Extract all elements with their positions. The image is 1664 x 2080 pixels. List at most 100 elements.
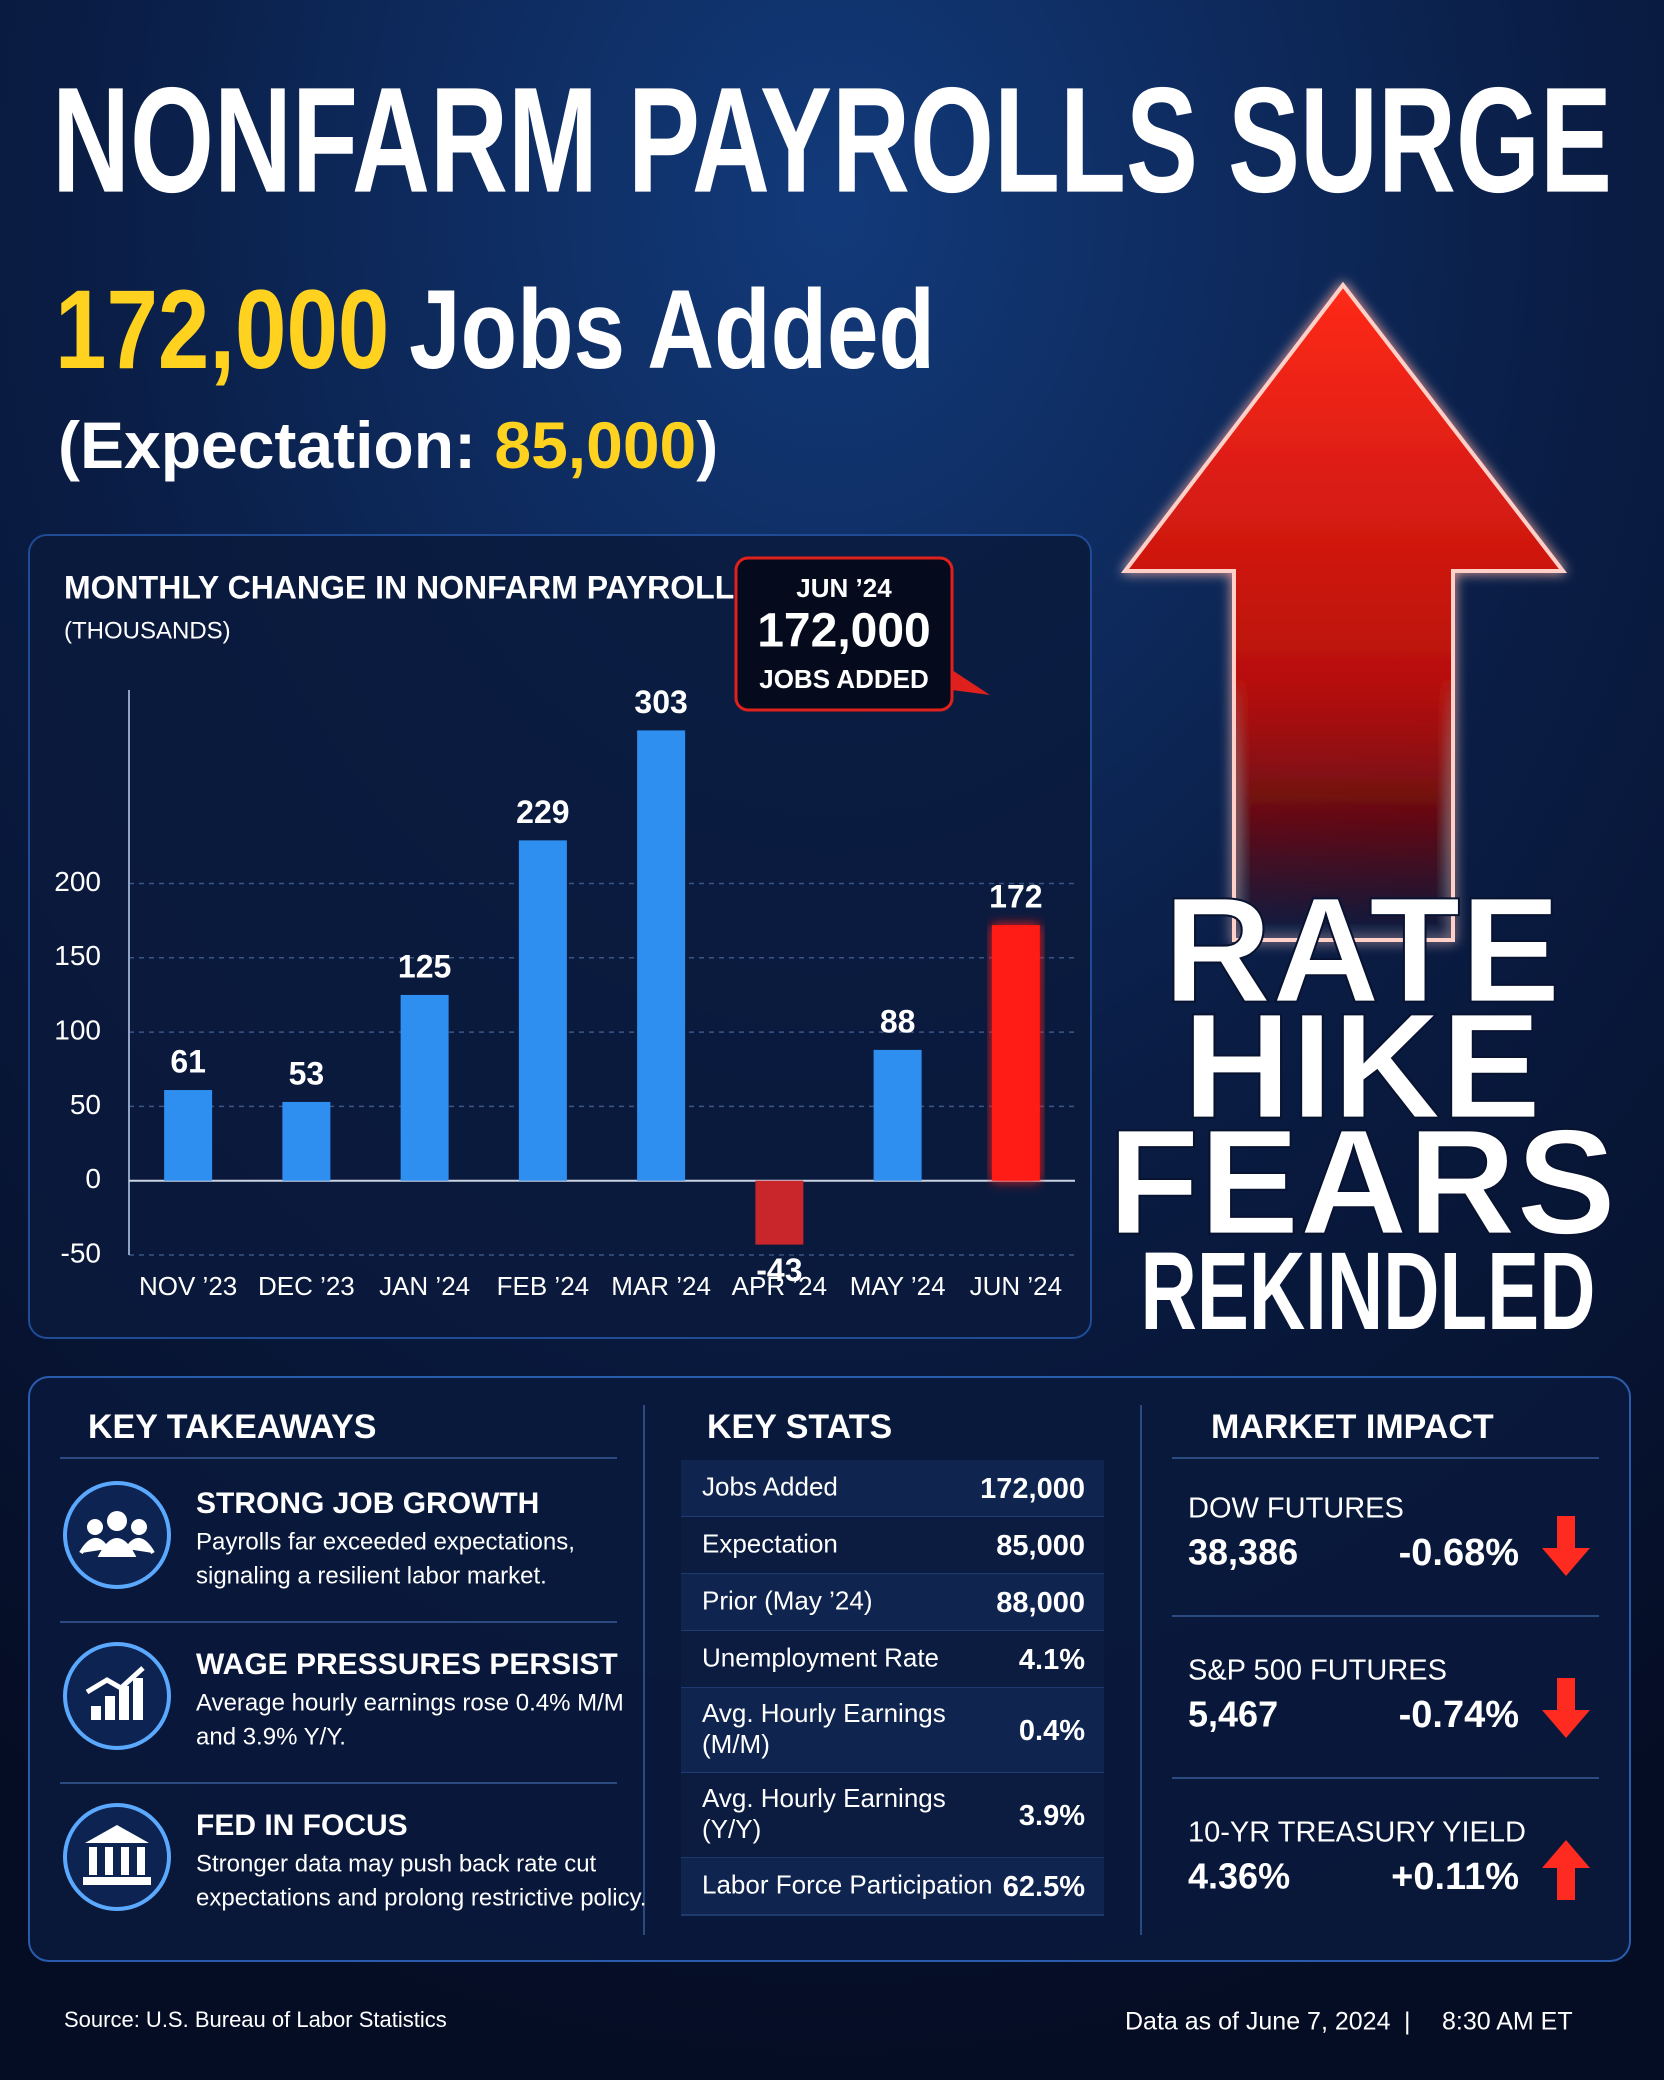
- bar: [873, 1049, 922, 1181]
- x-tick-label: MAR ’24: [611, 1271, 711, 1301]
- stat-row: [681, 1858, 1104, 1915]
- stat-row: [681, 1773, 1104, 1858]
- bar: [400, 994, 449, 1181]
- y-tick-label: 50: [70, 1089, 101, 1120]
- stat-row: [681, 1688, 1104, 1773]
- chart: -50 0 50 100 150 200 NOV ’23 61 DEC ’23 53 JAN ’24…: [54, 556, 1075, 1301]
- data-label: 229: [516, 794, 569, 830]
- takeaway-text: signaling a resilient labor market.: [196, 1562, 547, 1589]
- x-tick-label: MAY ’24: [850, 1271, 946, 1301]
- stat-value: 0.4%: [1019, 1715, 1085, 1747]
- icon-shape: [105, 1696, 115, 1720]
- callout-line: HIKE: [1183, 982, 1541, 1150]
- data-label: -43: [756, 1252, 802, 1288]
- icon-shape: [107, 1511, 127, 1531]
- takeaway-text: Average hourly earnings rose 0.4% M/M: [196, 1689, 624, 1716]
- section-title: MARKET IMPACT: [1211, 1408, 1494, 1446]
- market-arrow: [1542, 1840, 1590, 1900]
- takeaway-text: Payrolls far exceeded expectations,: [196, 1528, 575, 1555]
- x-tick-label: JUN ’24: [970, 1271, 1062, 1301]
- stat-value: 4.1%: [1019, 1644, 1085, 1676]
- bar: [991, 925, 1040, 1181]
- x-tick-label: DEC ’23: [258, 1271, 355, 1301]
- stat-value: 172,000: [980, 1473, 1085, 1505]
- y-tick-label: 100: [54, 1014, 101, 1045]
- takeaway-title: STRONG JOB GROWTH: [196, 1487, 539, 1520]
- headline-text: Jobs Added: [409, 267, 935, 392]
- x-tick-label: APR ’24: [732, 1271, 827, 1301]
- market-name: DOW FUTURES: [1188, 1493, 1404, 1525]
- annotation-value: 172,000: [757, 605, 931, 658]
- bar: [282, 1101, 331, 1181]
- y-tick-label: 200: [54, 866, 101, 897]
- icon-shape: [87, 1519, 103, 1535]
- headline: 172,000Jobs Added: [55, 267, 935, 392]
- expectation-value: 85,000: [494, 408, 696, 482]
- bar: [518, 840, 567, 1181]
- section-title: KEY STATS: [707, 1408, 892, 1446]
- market-level: 38,386: [1188, 1532, 1298, 1573]
- takeaway-text: expectations and prolong restrictive pol…: [196, 1884, 646, 1911]
- icon-shape: [79, 1538, 155, 1557]
- market-change: -0.74%: [1399, 1694, 1519, 1736]
- market-name: S&P 500 FUTURES: [1188, 1655, 1447, 1687]
- time: 8:30 AM ET: [1442, 2008, 1573, 2036]
- market-level: 5,467: [1188, 1694, 1278, 1735]
- stat-row: [681, 1517, 1104, 1574]
- stat-label: (M/M): [702, 1729, 770, 1759]
- x-tick-label: FEB ’24: [497, 1271, 590, 1301]
- chart-subtitle: (THOUSANDS): [64, 617, 231, 644]
- icon-circle: [63, 1481, 171, 1589]
- stat-value: 85,000: [996, 1530, 1085, 1562]
- stat-row: [681, 1574, 1104, 1631]
- data-label: 125: [398, 948, 451, 984]
- icon-shape: [89, 1847, 97, 1875]
- stat-value: 3.9%: [1019, 1800, 1085, 1832]
- takeaway-text: and 3.9% Y/Y.: [196, 1723, 346, 1750]
- market-name: 10-YR TREASURY YIELD: [1188, 1817, 1526, 1849]
- stat-value: 62.5%: [1003, 1871, 1085, 1903]
- icon-shape: [119, 1686, 129, 1720]
- annotation-pointer: [952, 670, 990, 695]
- expectation: (Expectation: 85,000): [58, 408, 718, 482]
- source: Source: U.S. Bureau of Labor Statistics: [64, 2007, 447, 2032]
- chart-title: MONTHLY CHANGE IN NONFARM PAYROLLS: [64, 569, 756, 605]
- icon-shape: [85, 1666, 145, 1695]
- big-arrow: [1120, 281, 1568, 942]
- stat-row: [681, 1631, 1104, 1688]
- data-label: 172: [989, 879, 1042, 915]
- stat-label: Labor Force Participation: [702, 1869, 992, 1899]
- takeaway-text: Stronger data may push back rate cut: [196, 1850, 597, 1877]
- section-title: KEY TAKEAWAYS: [88, 1408, 376, 1446]
- data-label: 53: [289, 1055, 325, 1091]
- callout-line: FEARS: [1108, 1098, 1616, 1266]
- callout-line: RATE: [1163, 866, 1560, 1034]
- icon-shape: [105, 1847, 113, 1875]
- icon-shape: [137, 1847, 145, 1875]
- data-label: 303: [634, 684, 687, 720]
- takeaway-title: FED IN FOCUS: [196, 1809, 408, 1842]
- icon-shape: [121, 1847, 129, 1875]
- icon-shape: [83, 1877, 151, 1885]
- market-change: -0.68%: [1399, 1532, 1519, 1574]
- stat-label: Expectation: [702, 1528, 838, 1558]
- expectation-suffix: ): [696, 408, 718, 482]
- callout-highlight: REKINDLED: [1141, 1230, 1596, 1353]
- annotation-period: JUN ’24: [796, 573, 892, 603]
- stat-label: Avg. Hourly Earnings: [702, 1698, 946, 1728]
- data-label: 88: [880, 1003, 916, 1039]
- market-level: 4.36%: [1188, 1856, 1290, 1897]
- y-tick-label: -50: [61, 1237, 101, 1268]
- takeaway-title: WAGE PRESSURES PERSIST: [196, 1648, 618, 1681]
- bottom-content: KEY TAKEAWAYS KEY STATS MARKET IMPACT STRON…: [60, 1408, 1599, 1916]
- annotation-box: [734, 556, 954, 712]
- separator: |: [1404, 2008, 1411, 2036]
- icon-shape: [131, 1519, 147, 1535]
- expectation-prefix: (Expectation:: [58, 408, 494, 482]
- bar: [755, 1180, 804, 1245]
- icon-shape: [91, 1706, 101, 1720]
- stat-label: (Y/Y): [702, 1814, 761, 1844]
- icon-shape: [133, 1678, 143, 1720]
